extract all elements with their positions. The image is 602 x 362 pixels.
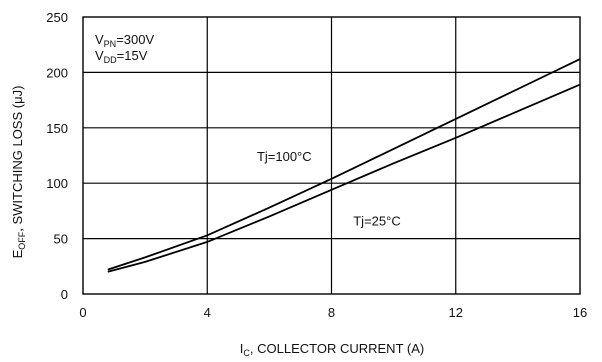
- series-group: [107, 58, 581, 273]
- y-tick-label: 100: [46, 176, 68, 191]
- x-axis-title: IC, COLLECTOR CURRENT (A): [240, 341, 424, 358]
- x-tick-label: 0: [79, 305, 86, 320]
- x-tick-label: 12: [449, 305, 463, 320]
- condition-label: VPN=300V: [95, 32, 154, 49]
- x-tick-label: 8: [328, 305, 335, 320]
- series-label: Tj=100°C: [257, 149, 312, 164]
- plot-frame: [82, 16, 581, 295]
- y-tick-label: 150: [46, 121, 68, 136]
- condition-label: VDD=15V: [95, 48, 148, 65]
- series-line: [107, 58, 581, 271]
- y-tick-label: 50: [54, 232, 68, 247]
- y-tick-label: 250: [46, 10, 68, 25]
- x-tick-label: 16: [573, 305, 587, 320]
- series-annotations: Tj=100°C Tj=25°C: [257, 149, 401, 228]
- tick-labels: 0 4 8 12 16 0 50 100 150 200 250: [46, 10, 587, 320]
- grid-lines: [83, 17, 580, 294]
- x-tick-label: 4: [204, 305, 211, 320]
- y-axis-title: EOFF, SWITCHING LOSS (μJ): [10, 86, 27, 259]
- series-line: [107, 83, 581, 273]
- y-tick-label: 0: [61, 287, 68, 302]
- series-label: Tj=25°C: [353, 213, 400, 228]
- y-tick-label: 200: [46, 65, 68, 80]
